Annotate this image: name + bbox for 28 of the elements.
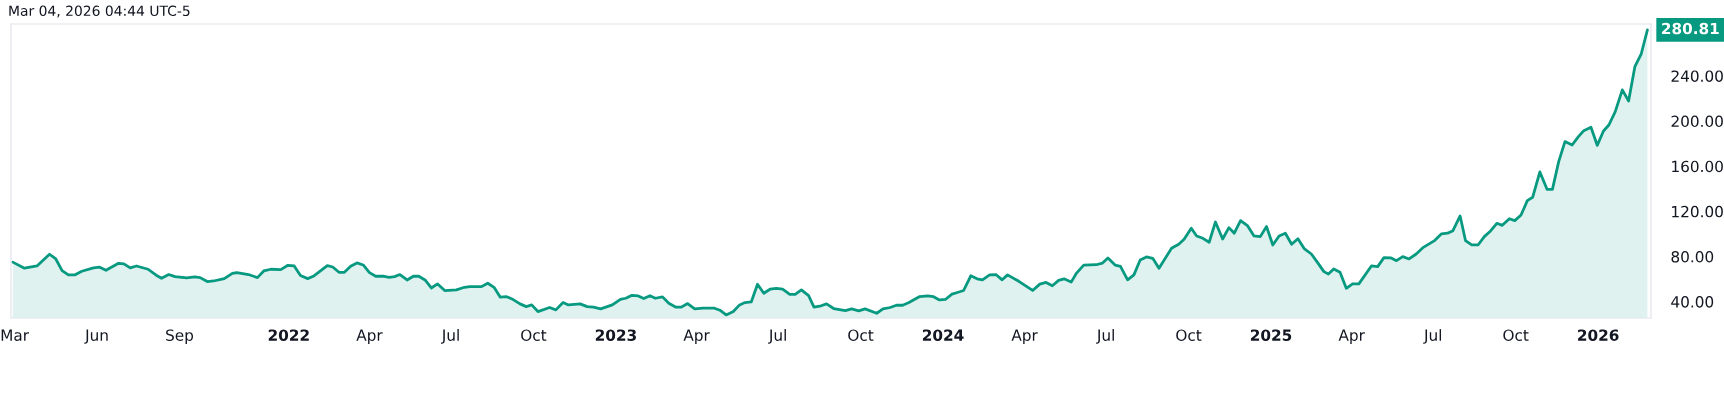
x-tick-label: 2026 bbox=[1578, 329, 1619, 341]
y-tick-label: 240.00 bbox=[1671, 70, 1723, 82]
text: Mar 04, 2026 04:44 UTC-5 bbox=[9, 5, 190, 18]
x-tick-label: Sep bbox=[166, 329, 194, 344]
x-tick-label: Apr bbox=[1011, 329, 1038, 344]
x-tick-label: Jul bbox=[768, 329, 786, 344]
x-tick-label: Jul bbox=[1096, 329, 1114, 344]
x-tick-label: Mar bbox=[1, 329, 29, 341]
annotation: 280.81 bbox=[1662, 22, 1719, 35]
x-tick-label: Oct bbox=[1176, 329, 1202, 341]
x-tick-label: 2022 bbox=[268, 329, 309, 341]
y-tick-label: 80.00 bbox=[1671, 250, 1714, 263]
y-tick-label: 120.00 bbox=[1672, 205, 1723, 218]
x-tick-label: Apr bbox=[683, 329, 710, 344]
x-tick-label: 2024 bbox=[922, 329, 964, 341]
x-tick-label: Apr bbox=[1338, 329, 1365, 344]
x-tick-label: Oct bbox=[1503, 329, 1529, 341]
x-tick-label: Jul bbox=[1423, 329, 1442, 344]
x-tick-label: Apr bbox=[356, 329, 383, 344]
x-tick-label: Oct bbox=[521, 329, 547, 341]
y-tick-label: 160.00 bbox=[1672, 160, 1723, 173]
x-tick-label: Jul bbox=[441, 329, 459, 344]
y-tick-label: 40.00 bbox=[1671, 296, 1714, 308]
x-tick-label: 2023 bbox=[595, 329, 636, 341]
x-tick-label: 2025 bbox=[1250, 329, 1292, 341]
x-tick-label: Oct bbox=[848, 329, 874, 341]
y-tick-label: 200.00 bbox=[1671, 115, 1723, 128]
x-tick-label: Jun bbox=[84, 329, 108, 344]
